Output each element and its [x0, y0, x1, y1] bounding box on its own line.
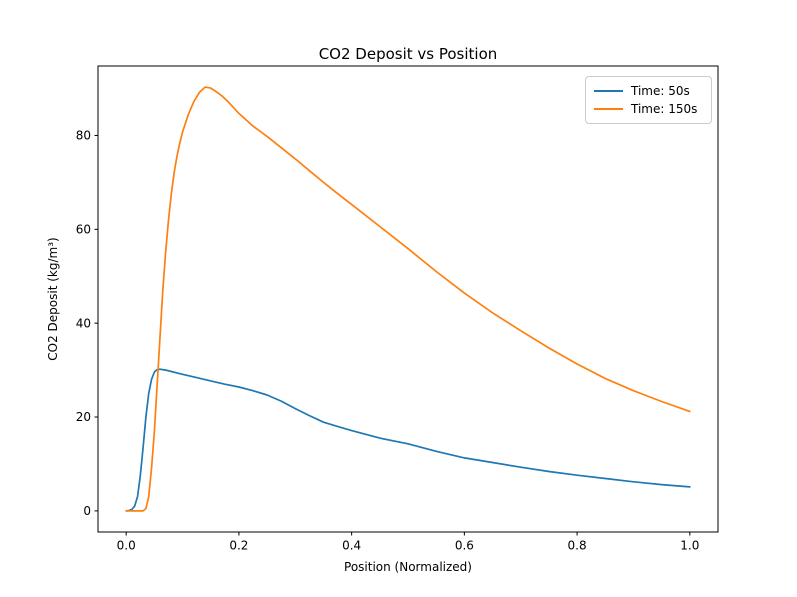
- legend: Time: 50s Time: 150s: [585, 76, 712, 124]
- y-axis-label: CO2 Deposit (kg/m³): [46, 237, 60, 360]
- chart-title: CO2 Deposit vs Position: [319, 45, 498, 63]
- x-tick-label: 0.4: [342, 539, 361, 553]
- y-tick-label: 0: [83, 504, 91, 518]
- x-tick-label: 0.8: [568, 539, 587, 553]
- x-tick-label: 0.0: [117, 539, 136, 553]
- y-tick-label: 60: [76, 223, 91, 237]
- legend-label-time-50s: Time: 50s: [631, 84, 690, 98]
- legend-line-sample-orange: [594, 108, 623, 110]
- x-axis-label: Position (Normalized): [344, 560, 472, 574]
- axes-frame: [97, 65, 719, 533]
- legend-item-time-150s: Time: 150s: [594, 100, 703, 118]
- y-tick-label: 40: [76, 316, 91, 330]
- x-tick-label: 0.2: [229, 539, 248, 553]
- x-tick-label: 0.6: [455, 539, 474, 553]
- y-tick-label: 20: [76, 410, 91, 424]
- legend-item-time-50s: Time: 50s: [594, 82, 703, 100]
- y-tick-label: 80: [76, 129, 91, 143]
- series-line-time-50s: [125, 368, 691, 512]
- series-line-time-150s: [125, 86, 691, 512]
- legend-line-sample-blue: [594, 90, 623, 92]
- x-tick-label: 1.0: [680, 539, 699, 553]
- legend-label-time-150s: Time: 150s: [631, 102, 698, 116]
